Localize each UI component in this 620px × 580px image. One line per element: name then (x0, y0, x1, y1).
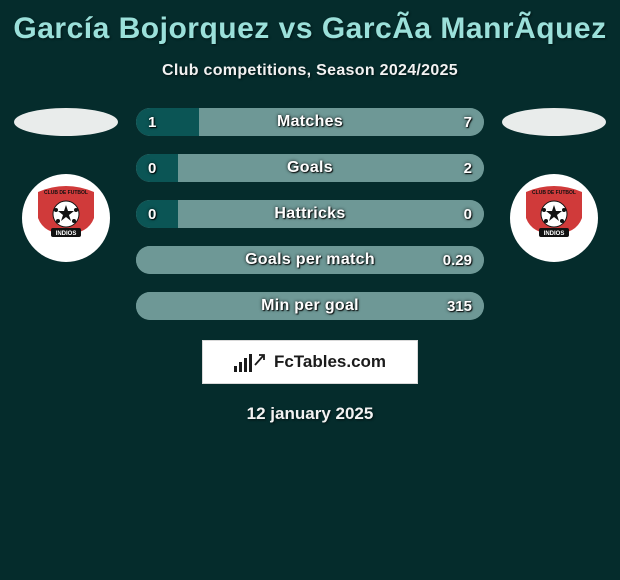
player-photo-placeholder-right (502, 108, 606, 136)
stat-bar: 02Goals (136, 154, 484, 182)
date-text: 12 january 2025 (0, 404, 620, 424)
club-badge-right-icon: CLUB DE FUTBOL INDIOS (516, 184, 592, 244)
stat-bar: 17Matches (136, 108, 484, 136)
page-title: García Bojorquez vs GarcÃ­a ManrÃ­quez (0, 6, 620, 50)
svg-text:CLUB DE FUTBOL: CLUB DE FUTBOL (44, 190, 88, 196)
stat-label: Hattricks (136, 200, 484, 228)
stat-label: Goals (136, 154, 484, 182)
club-badge-left: CLUB DE FUTBOL INDIOS (22, 174, 110, 262)
svg-text:CLUB DE FUTBOL: CLUB DE FUTBOL (532, 190, 576, 196)
svg-text:INDIOS: INDIOS (56, 231, 77, 237)
svg-text:INDIOS: INDIOS (544, 231, 565, 237)
main-row: CLUB DE FUTBOL INDIOS 17Matches 02Goals 00… (0, 108, 620, 320)
subtitle: Club competitions, Season 2024/2025 (0, 62, 620, 80)
left-player-column: CLUB DE FUTBOL INDIOS (14, 108, 118, 262)
stat-bar: 315Min per goal (136, 292, 484, 320)
club-badge-right: CLUB DE FUTBOL INDIOS (510, 174, 598, 262)
stat-label: Min per goal (136, 292, 484, 320)
stat-label: Matches (136, 108, 484, 136)
player-photo-placeholder-left (14, 108, 118, 136)
fctables-arrow-icon (254, 352, 268, 366)
footer-brand-box: FcTables.com (202, 340, 418, 384)
stat-bar: 00Hattricks (136, 200, 484, 228)
right-player-column: CLUB DE FUTBOL INDIOS (502, 108, 606, 262)
club-badge-left-icon: CLUB DE FUTBOL INDIOS (28, 184, 104, 244)
stat-bars: 17Matches 02Goals 00Hattricks 0.29Goals per… (136, 108, 484, 320)
footer-brand-text: FcTables.com (274, 352, 386, 372)
stat-bar: 0.29Goals per match (136, 246, 484, 274)
comparison-infographic: García Bojorquez vs GarcÃ­a ManrÃ­quez C… (0, 0, 620, 424)
fctables-logo-icon (234, 352, 268, 372)
stat-label: Goals per match (136, 246, 484, 274)
